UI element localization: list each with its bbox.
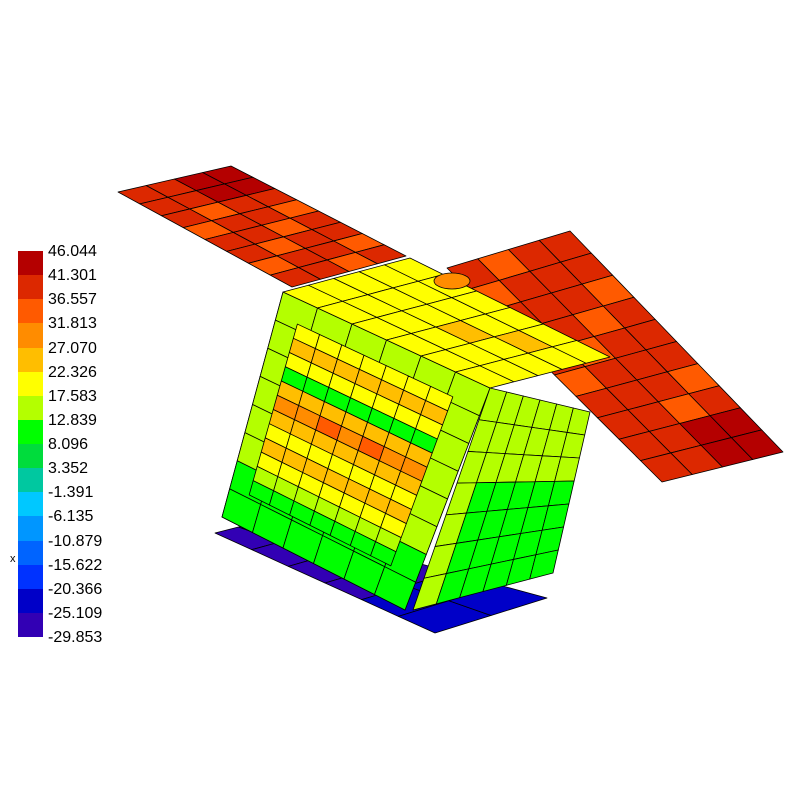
legend-label: -25.109 [48, 604, 103, 622]
legend-band [18, 444, 43, 469]
legend-label: 27.070 [48, 339, 97, 357]
legend-band [18, 419, 43, 444]
legend-band [18, 612, 43, 637]
legend-label: -1.391 [48, 484, 94, 502]
legend-band [18, 299, 43, 324]
legend-label: 8.096 [48, 436, 89, 453]
top-face-cell [552, 340, 611, 364]
legend-label: 12.839 [48, 411, 97, 429]
shelf-panel [370, 541, 397, 567]
legend-label: 46.044 [48, 243, 97, 260]
front-frame-cell [374, 566, 417, 611]
legend-label: 31.813 [48, 315, 97, 333]
legend-band [18, 395, 43, 420]
legend-label: -20.366 [48, 580, 103, 598]
right-face-cell [529, 549, 559, 580]
legend-label: 3.352 [48, 460, 89, 478]
legend-band [18, 323, 43, 348]
legend-label: -29.853 [48, 629, 103, 646]
legend-band [18, 516, 43, 541]
axis-label: x [10, 553, 16, 565]
legend-band [18, 275, 43, 300]
legend-band [18, 492, 43, 517]
legend-label: 36.557 [48, 291, 97, 309]
legend-band [18, 564, 43, 589]
legend-band [18, 540, 43, 565]
legend-label: -6.135 [48, 508, 94, 526]
legend-band [18, 347, 43, 372]
antenna-dish [433, 272, 471, 290]
legend-band [18, 251, 43, 276]
legend-label: 17.583 [48, 387, 97, 405]
left-solar-panel-cell [355, 244, 407, 265]
legend-label: -10.879 [48, 532, 103, 550]
legend-band [18, 468, 43, 493]
legend-band [18, 588, 43, 613]
right-solar-panel-cell [731, 429, 784, 460]
legend-band [18, 371, 43, 396]
legend-label: -15.622 [48, 556, 103, 574]
legend-label: 22.326 [48, 363, 97, 381]
color-legend [18, 251, 43, 637]
legend-label: 41.301 [48, 267, 97, 285]
